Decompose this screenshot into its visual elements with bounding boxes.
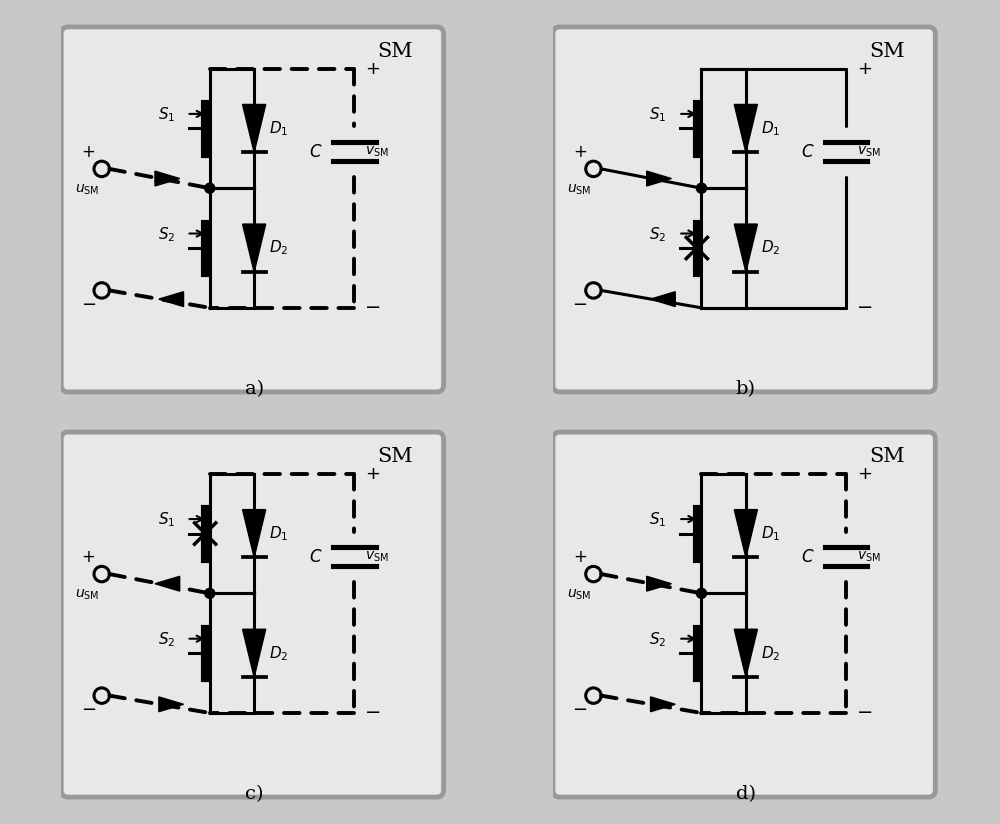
Text: $D_2$: $D_2$ [269,239,288,257]
Text: +: + [81,548,95,566]
Polygon shape [159,697,184,712]
Polygon shape [651,697,675,712]
Polygon shape [734,105,757,152]
Text: $v_{\rm SM}$: $v_{\rm SM}$ [857,144,881,159]
Text: $S_1$: $S_1$ [158,511,175,529]
Text: $D_2$: $D_2$ [761,644,780,662]
Text: +: + [81,143,95,161]
Circle shape [696,183,706,193]
Text: SM: SM [869,41,905,60]
Polygon shape [647,576,671,591]
Text: $D_1$: $D_1$ [761,524,780,543]
Text: SM: SM [378,447,413,466]
Text: −: − [81,701,96,719]
Text: +: + [365,59,380,77]
FancyBboxPatch shape [61,27,444,392]
Text: $C$: $C$ [801,143,814,161]
Polygon shape [734,630,757,677]
Polygon shape [734,224,757,272]
Text: $D_2$: $D_2$ [761,239,780,257]
Polygon shape [159,292,184,307]
Text: $v_{\rm SM}$: $v_{\rm SM}$ [857,550,881,564]
Text: −: − [857,298,873,317]
Text: c): c) [245,785,263,803]
Text: $S_2$: $S_2$ [158,630,175,649]
Text: SM: SM [378,41,413,60]
Text: $S_2$: $S_2$ [158,225,175,244]
Polygon shape [155,171,180,186]
Text: $D_1$: $D_1$ [761,119,780,138]
Polygon shape [155,576,180,591]
Polygon shape [243,630,266,677]
Text: $D_1$: $D_1$ [269,119,288,138]
Text: −: − [81,296,96,314]
Text: $C$: $C$ [309,548,323,566]
Text: $S_1$: $S_1$ [649,511,667,529]
Text: $u_{\rm SM}$: $u_{\rm SM}$ [567,588,591,602]
Polygon shape [647,171,671,186]
Text: d): d) [736,785,756,803]
Polygon shape [243,224,266,272]
Text: SM: SM [869,447,905,466]
Text: $u_{\rm SM}$: $u_{\rm SM}$ [567,183,591,197]
Text: $C$: $C$ [309,143,323,161]
FancyBboxPatch shape [61,432,444,797]
Text: $v_{\rm SM}$: $v_{\rm SM}$ [365,144,389,159]
Polygon shape [651,292,675,307]
Text: $S_1$: $S_1$ [158,105,175,124]
Text: −: − [365,704,382,723]
Circle shape [696,588,706,598]
Text: $D_1$: $D_1$ [269,524,288,543]
Text: $u_{\rm SM}$: $u_{\rm SM}$ [75,183,99,197]
Text: $v_{\rm SM}$: $v_{\rm SM}$ [365,550,389,564]
Text: $u_{\rm SM}$: $u_{\rm SM}$ [75,588,99,602]
Text: $D_2$: $D_2$ [269,644,288,662]
Text: −: − [572,701,587,719]
Text: a): a) [245,380,264,398]
Text: $S_2$: $S_2$ [649,225,667,244]
Polygon shape [734,509,757,558]
Circle shape [205,588,215,598]
Polygon shape [243,509,266,558]
Text: +: + [365,465,380,483]
Text: −: − [857,704,873,723]
Text: +: + [857,465,872,483]
Text: $S_2$: $S_2$ [649,630,667,649]
Text: $C$: $C$ [801,548,814,566]
Text: b): b) [736,380,756,398]
Text: +: + [573,143,587,161]
Circle shape [205,183,215,193]
Text: +: + [573,548,587,566]
Text: −: − [572,296,587,314]
FancyBboxPatch shape [553,27,935,392]
Text: +: + [857,59,872,77]
Polygon shape [243,105,266,152]
FancyBboxPatch shape [553,432,935,797]
Text: $S_1$: $S_1$ [649,105,667,124]
Text: −: − [365,298,382,317]
